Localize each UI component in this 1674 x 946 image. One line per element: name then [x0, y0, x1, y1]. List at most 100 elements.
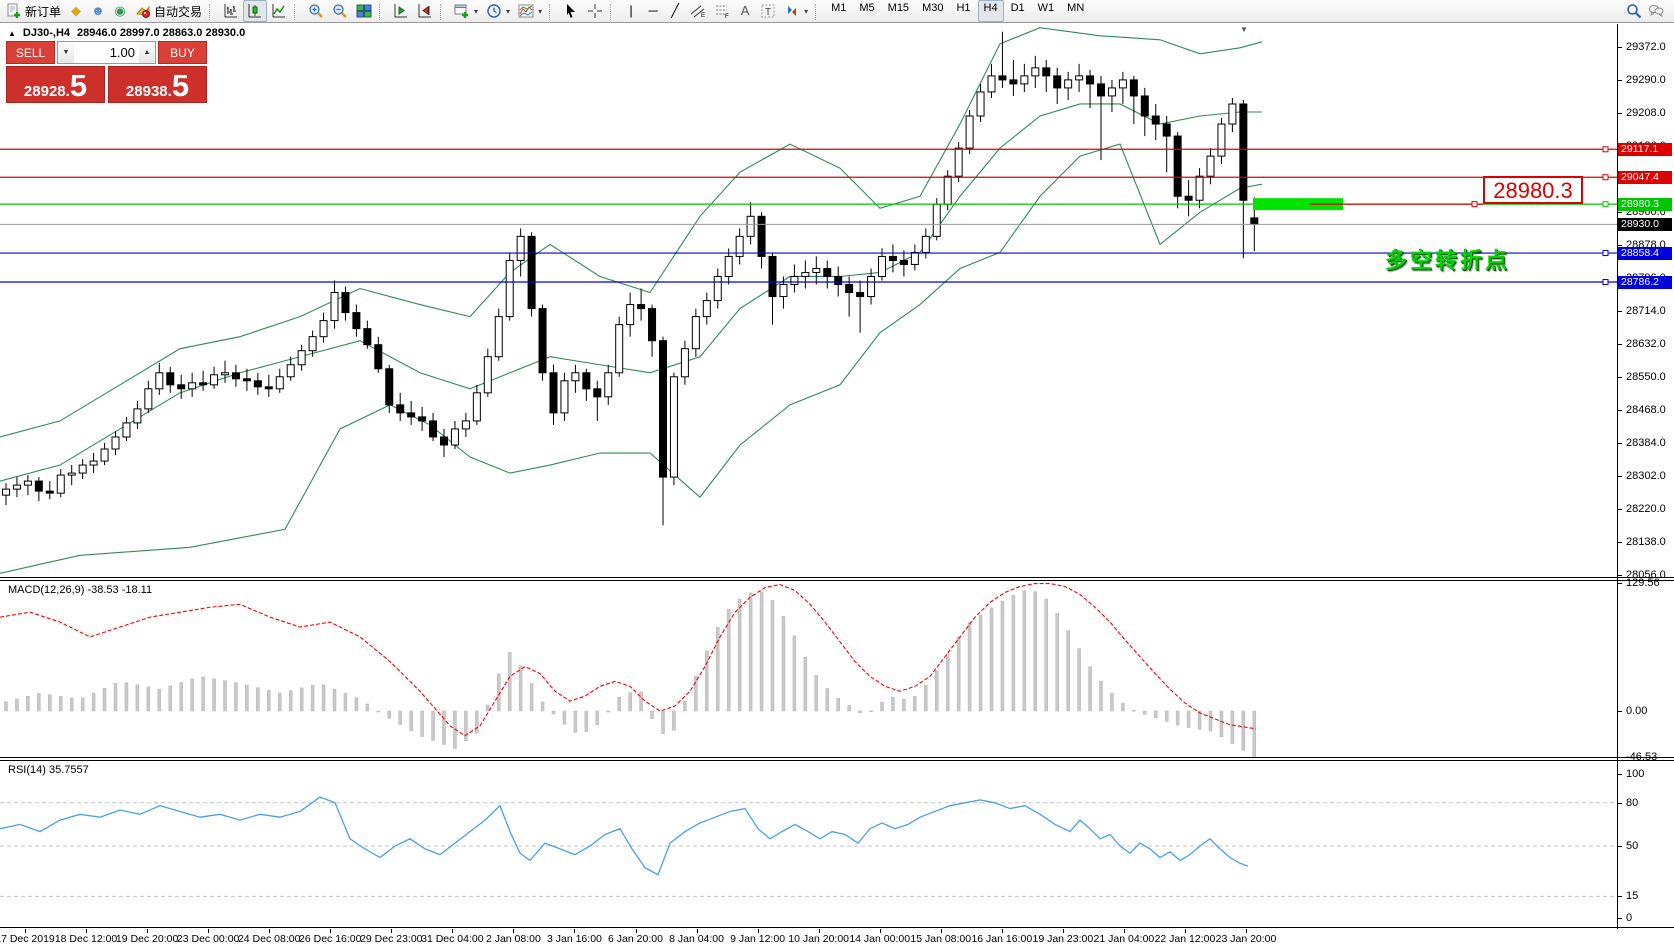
price-callout-box[interactable]: 28980.3 — [1483, 176, 1583, 204]
volume-increase-button[interactable]: ▲ — [139, 42, 155, 63]
timeframe-W1[interactable]: W1 — [1037, 2, 1055, 14]
text-button[interactable]: A — [734, 0, 756, 22]
periods-button[interactable]: ▾ — [482, 0, 514, 22]
sell-price-dot: . — [65, 83, 70, 100]
timeframe-M30[interactable]: M30 — [922, 2, 944, 14]
macd-histogram-bar — [201, 676, 205, 712]
macd-histogram-bar — [1230, 710, 1235, 744]
zoom-out-button[interactable] — [328, 0, 352, 22]
vertical-line-button[interactable]: | — [620, 0, 642, 22]
timeframe-M5[interactable]: M5 — [859, 2, 875, 14]
arrows-button[interactable]: ▾ — [780, 0, 812, 22]
macd-signal-line — [0, 582, 1257, 737]
rsi-panel[interactable] — [0, 761, 1617, 927]
collapse-triangle-icon[interactable]: ▲ — [8, 28, 16, 38]
rsi-line — [0, 796, 1249, 876]
toolbar-separator — [209, 3, 215, 20]
horizontal-line-button[interactable]: ─ — [642, 0, 664, 22]
candle-body — [221, 372, 229, 376]
sell-button[interactable]: SELL — [6, 41, 55, 64]
panel-separator[interactable] — [0, 577, 1674, 581]
time-tick — [86, 929, 88, 933]
time-axis[interactable]: 17 Dec 2019 18 Dec 12:00 19 Dec 20:00 23 De… — [0, 929, 1674, 946]
equidistant-channel-button[interactable]: E — [686, 0, 710, 22]
time-label: 21 Jan 04:00 — [1093, 933, 1155, 945]
bollinger-middle-band[interactable] — [0, 103, 1262, 482]
macd-histogram-bar — [179, 682, 183, 712]
new-chart-button[interactable]: ▾ — [450, 0, 482, 22]
cursor-button[interactable] — [559, 0, 583, 22]
sell-price-button[interactable]: 28928. 5 — [6, 66, 105, 103]
autotrading-button[interactable]: 自动交易 — [131, 0, 206, 22]
panel-separator[interactable] — [0, 757, 1674, 761]
candle-body — [100, 448, 109, 462]
timeframe-H1[interactable]: H1 — [956, 2, 971, 14]
fibonacci-button[interactable]: F — [710, 0, 734, 22]
new-order-button[interactable]: 新订单 — [2, 0, 65, 22]
trendline-button[interactable]: ╱ — [664, 0, 686, 22]
signals-button[interactable]: ◉ — [109, 0, 131, 22]
macd-histogram-bar — [1055, 613, 1059, 712]
y-tick-label: 29372.0 — [1626, 41, 1666, 53]
line-handle[interactable] — [1602, 146, 1609, 153]
candle-body — [812, 267, 821, 273]
time-tick — [818, 929, 820, 933]
candle-body — [242, 378, 251, 382]
bollinger-lower-band[interactable] — [0, 143, 1263, 574]
buy-price-button[interactable]: 28938. 5 — [108, 66, 207, 103]
chart-bars-button[interactable] — [219, 0, 243, 22]
timeframe-D1[interactable]: D1 — [1010, 2, 1025, 14]
volume-input[interactable] — [74, 42, 139, 63]
indicators-button[interactable]: ▾ — [514, 0, 546, 22]
bollinger-upper-band[interactable] — [0, 27, 1263, 438]
chart-candles-icon — [247, 3, 263, 19]
timeframe-M15[interactable]: M15 — [887, 2, 910, 14]
candle-body — [834, 275, 843, 286]
timeframe-M1[interactable]: M1 — [831, 2, 847, 14]
line-handle[interactable] — [1602, 279, 1609, 286]
chart-candles-button[interactable] — [243, 0, 268, 22]
horizontal-line-icon: ─ — [648, 3, 658, 18]
tile-windows-button[interactable] — [352, 0, 376, 22]
timeframe-H4[interactable]: H4 — [977, 0, 1004, 22]
line-handle[interactable] — [1602, 250, 1609, 257]
price-axis[interactable]: 29372.029290.029208.029126.029044.028960… — [1618, 24, 1674, 929]
candle-body — [724, 255, 733, 277]
y-tick-label: 28468.0 — [1626, 403, 1666, 416]
market-watch-button[interactable]: ☻ — [87, 0, 109, 22]
macd-histogram-bar — [1143, 710, 1147, 715]
chat-icon[interactable] — [1648, 3, 1664, 19]
macd-histogram-bar — [1033, 591, 1038, 712]
text-icon: A — [740, 3, 750, 18]
macd-histogram-bar — [770, 600, 775, 712]
toolbar-separator — [549, 3, 555, 20]
search-icon[interactable] — [1626, 3, 1642, 19]
rsi-tick-label: 0 — [1626, 912, 1633, 924]
timeframe-MN[interactable]: MN — [1067, 2, 1085, 14]
charts-profile-button[interactable]: ◆ — [65, 0, 87, 22]
line-handle[interactable] — [1471, 201, 1478, 208]
green-highlight-bar[interactable] — [1253, 198, 1343, 211]
line-handle[interactable] — [1602, 174, 1609, 181]
macd-histogram-bar — [387, 710, 391, 719]
buy-button[interactable]: BUY — [158, 41, 207, 64]
time-label: 6 Jan 20:00 — [608, 933, 663, 945]
auto-scroll-button[interactable] — [389, 0, 413, 22]
candle-body — [297, 350, 306, 366]
zoom-in-button[interactable] — [304, 0, 328, 22]
macd-histogram-bar — [529, 683, 534, 712]
macd-panel[interactable] — [0, 581, 1617, 757]
price-axis-line — [1617, 24, 1618, 929]
candle-body — [133, 408, 142, 424]
text-label-button[interactable]: T — [756, 0, 780, 22]
chart-shift-marker[interactable]: ▼ — [1240, 25, 1248, 34]
line-handle[interactable] — [1602, 201, 1609, 208]
chart-shift-button[interactable] — [413, 0, 437, 22]
volume-decrease-button[interactable]: ▼ — [58, 42, 74, 63]
chart-line-button[interactable] — [267, 0, 291, 22]
crosshair-button[interactable] — [583, 0, 607, 22]
main-chart[interactable] — [0, 24, 1617, 577]
turning-point-annotation[interactable]: 多空转折点 — [1385, 248, 1511, 273]
auto-scroll-icon — [393, 3, 409, 19]
candle-body — [56, 474, 65, 494]
